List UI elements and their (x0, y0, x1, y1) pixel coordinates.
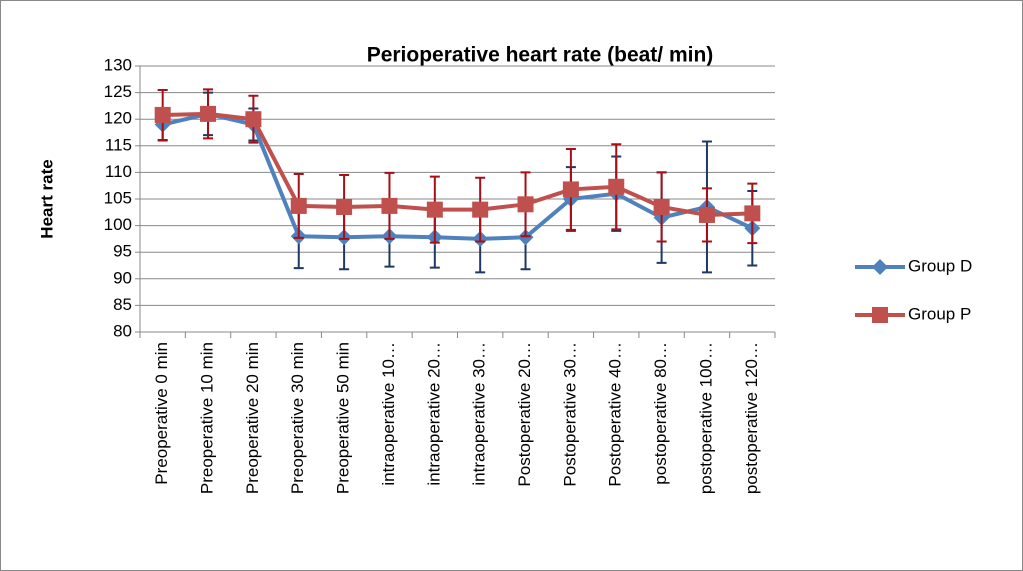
y-tick-label: 105 (104, 188, 132, 207)
marker (426, 201, 443, 218)
y-tick-label: 90 (113, 268, 132, 287)
chart-title: Perioperative heart rate (beat/ min) (367, 44, 714, 67)
y-tick-label: 100 (104, 215, 132, 234)
x-tick-label: Postoperative 30… (560, 342, 579, 487)
y-axis-label: Heart rate (37, 159, 56, 238)
marker (290, 197, 307, 214)
y-tick-label: 130 (104, 55, 132, 74)
y-tick-label: 125 (104, 82, 132, 101)
marker (653, 198, 670, 215)
marker (608, 178, 625, 195)
x-tick-label: postoperative 100… (696, 342, 715, 494)
x-tick-label: Preoperative 30 min (288, 342, 307, 494)
marker (744, 205, 761, 222)
x-tick-label: intraoperative 10… (379, 342, 398, 486)
y-tick-label: 110 (105, 162, 132, 181)
marker (336, 198, 353, 215)
marker (381, 197, 398, 214)
y-tick-label: 95 (113, 242, 132, 261)
marker (154, 106, 171, 123)
y-tick-label: 115 (105, 135, 132, 154)
marker (200, 105, 217, 122)
y-tick-label: 80 (113, 321, 132, 340)
y-tick-label: 85 (113, 295, 132, 314)
marker (472, 201, 489, 218)
x-tick-label: postoperative 80… (651, 342, 670, 485)
marker (517, 229, 534, 246)
y-tick-label: 120 (104, 109, 132, 128)
x-tick-label: Preoperative 20 min (243, 342, 262, 494)
x-tick-label: Preoperative 10 min (198, 342, 217, 494)
marker (562, 181, 579, 198)
x-tick-label: Preoperative 50 min (334, 342, 353, 494)
x-tick-label: intraoperative 20… (424, 342, 443, 486)
x-tick-label: Postoperative 40… (606, 342, 625, 487)
legend-label: Group P (908, 304, 971, 323)
marker (872, 307, 888, 323)
marker (517, 196, 534, 213)
x-tick-label: postoperative 120… (742, 342, 761, 494)
x-tick-label: Postoperative 20… (515, 342, 534, 487)
marker (698, 206, 715, 223)
x-tick-label: Preoperative 0 min (152, 342, 171, 485)
legend-label: Group D (908, 256, 972, 275)
marker (245, 111, 262, 128)
x-tick-label: intraoperative 30… (470, 342, 489, 486)
marker (872, 259, 888, 275)
